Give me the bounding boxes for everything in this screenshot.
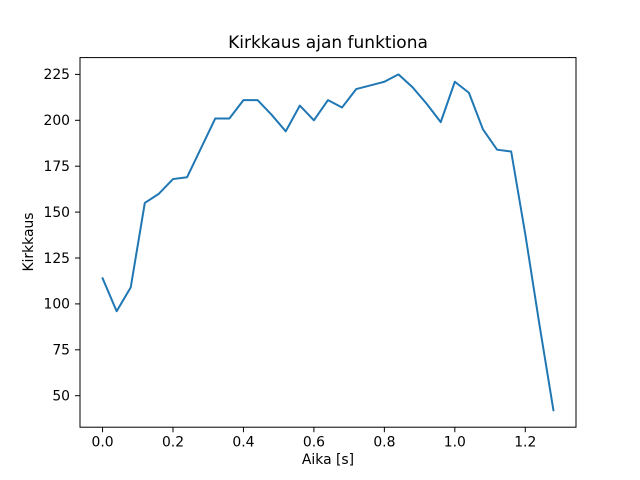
axes-frame [79,57,577,428]
x-tick-label: 0.6 [303,435,325,451]
y-tick-label: 125 [43,251,70,267]
y-tick-label: 150 [43,205,70,221]
axes: 0.0 0.2 0.4 0.6 0.8 1.0 1.2 50 75 100 125 150 175 200… [43,57,577,451]
x-axis: 0.0 0.2 0.4 0.6 0.8 1.0 1.2 [91,427,536,451]
y-tick-label: 100 [43,297,70,313]
x-tick-label: 0.4 [232,435,254,451]
chart-title: Kirkkaus ajan funktiona [228,33,428,53]
x-axis-label: Aika [s] [301,452,355,468]
y-tick-label: 175 [43,159,70,175]
data-line [101,73,555,412]
x-tick-label: 0.2 [162,435,184,451]
y-tick-label: 50 [52,389,70,405]
x-tick-label: 1.2 [514,435,536,451]
x-tick-label: 0.0 [91,435,113,451]
y-tick-label: 225 [43,67,70,83]
y-tick-label: 200 [43,113,70,129]
y-tick-label: 75 [52,343,70,359]
y-axis: 50 75 100 125 150 175 200 225 [43,67,80,405]
x-tick-label: 1.0 [444,435,466,451]
x-tick-label: 0.8 [373,435,395,451]
y-axis-label: Kirkkaus [21,212,37,272]
